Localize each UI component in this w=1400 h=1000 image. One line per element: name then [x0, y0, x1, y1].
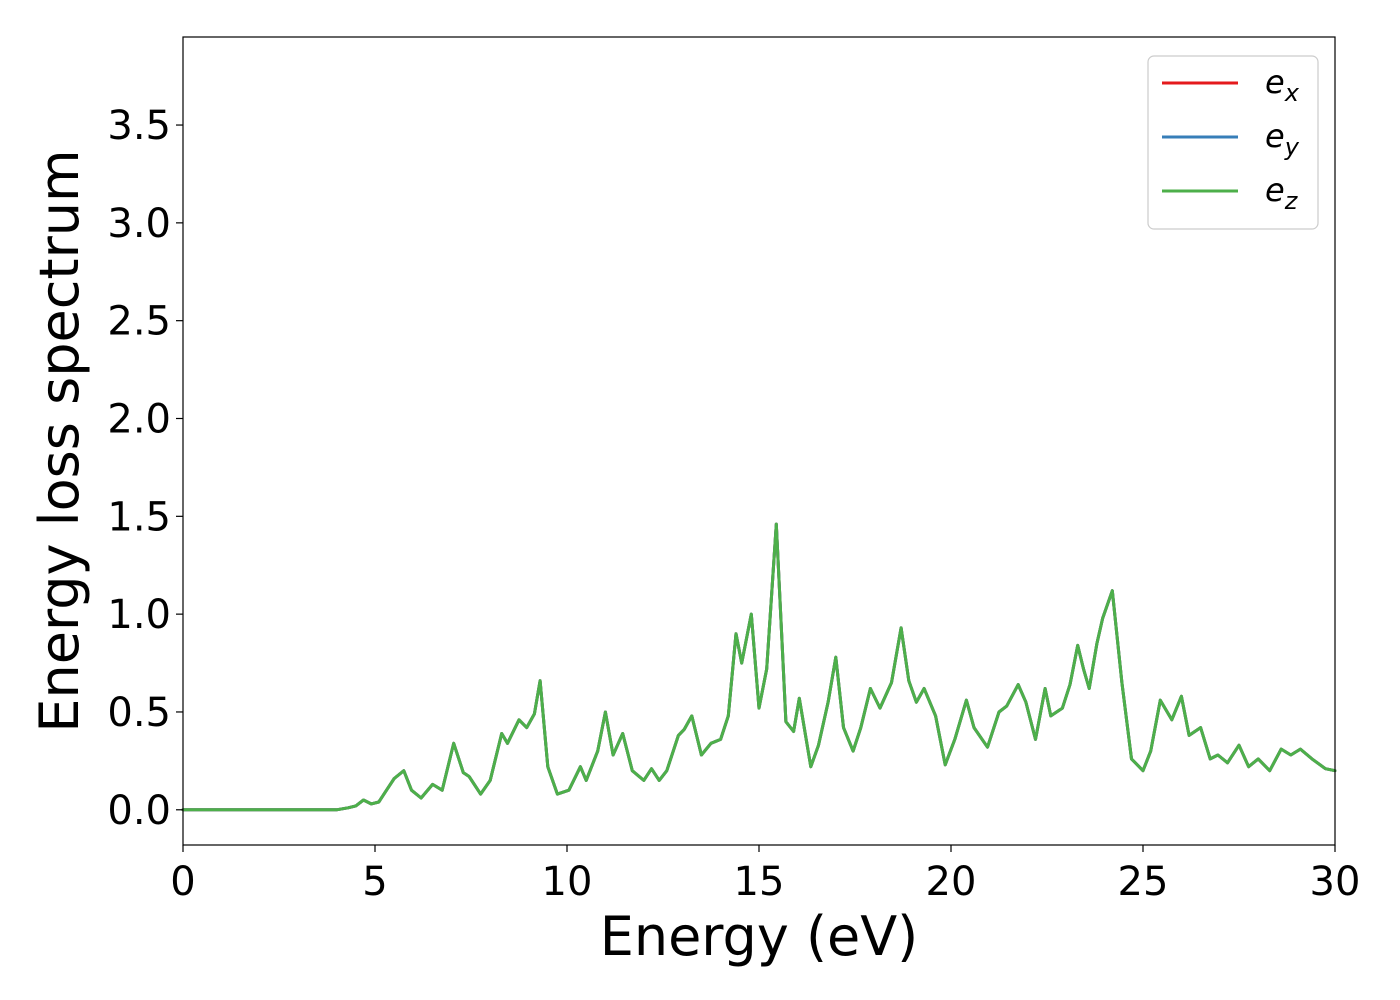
plot-area — [183, 37, 1335, 845]
y-tick-label: 2.5 — [107, 299, 171, 345]
legend-label-ey: ey — [1265, 117, 1300, 161]
legend-label-sub: y — [1284, 133, 1300, 161]
y-tick-label: 1.0 — [107, 592, 171, 638]
series-layer — [181, 522, 1337, 812]
y-tick-label: 3.5 — [107, 103, 171, 149]
x-axis: 0 5 10 15 20 25 30 — [170, 845, 1360, 905]
y-tick-label: 3.0 — [107, 201, 171, 247]
legend-label-base: e — [1265, 63, 1285, 101]
legend-label-base: e — [1265, 117, 1285, 155]
x-tick-label: 0 — [170, 859, 195, 905]
plot-background — [183, 37, 1335, 845]
y-tick-label: 2.0 — [107, 397, 171, 443]
legend-label-base: e — [1265, 171, 1285, 209]
y-axis: 0.0 0.5 1.0 1.5 2.0 2.5 3.0 3.5 — [107, 103, 183, 834]
x-tick-label: 30 — [1310, 859, 1361, 905]
x-tick-label: 5 — [362, 859, 387, 905]
legend-label-sub: x — [1284, 79, 1300, 107]
series-line-ez — [181, 522, 1337, 812]
legend-box — [1147, 55, 1319, 230]
x-tick-label: 15 — [734, 859, 785, 905]
legend-label-sub: z — [1284, 187, 1299, 215]
x-tick-label: 10 — [542, 859, 593, 905]
y-tick-label: 0.5 — [107, 690, 171, 736]
x-tick-label: 20 — [926, 859, 977, 905]
x-axis-title: Energy (eV) — [600, 905, 919, 968]
y-axis-title: Energy loss spectrum — [28, 149, 91, 732]
y-tick-label: 0.0 — [107, 788, 171, 834]
legend-label-ex: ex — [1265, 63, 1300, 107]
legend-label-ez: ez — [1265, 171, 1299, 215]
y-tick-label: 1.5 — [107, 494, 171, 540]
x-tick-label: 25 — [1118, 859, 1169, 905]
